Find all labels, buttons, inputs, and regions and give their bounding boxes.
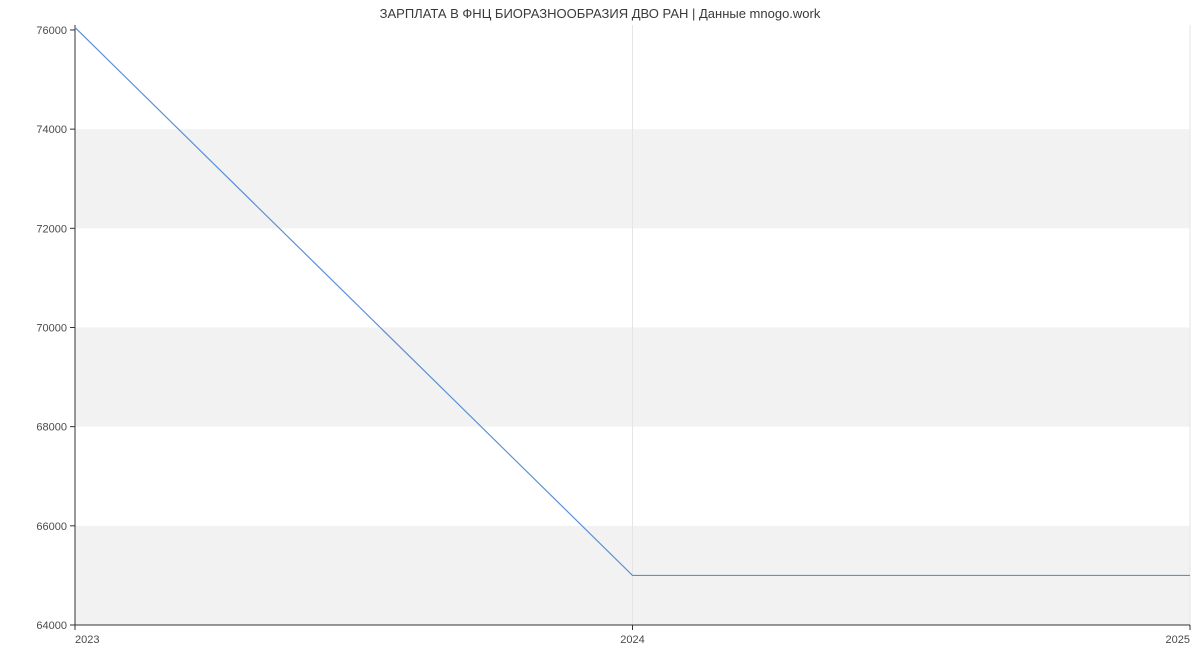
y-tick-label: 66000 [36,521,67,533]
x-tick-label: 2023 [75,634,99,646]
y-tick-label: 70000 [36,322,67,334]
y-tick-label: 76000 [36,25,67,37]
x-tick-label: 2025 [1166,634,1190,646]
y-tick-label: 68000 [36,422,67,434]
y-tick-label: 64000 [36,620,67,632]
y-tick-label: 72000 [36,223,67,235]
y-tick-label: 74000 [36,124,67,136]
chart-svg: 64000 66000 68000 70000 72000 74000 76000 2023 2… [0,0,1200,650]
x-tick-label: 2024 [620,634,644,646]
line-chart: ЗАРПЛАТА В ФНЦ БИОРАЗНООБРАЗИЯ ДВО РАН |… [0,0,1200,650]
